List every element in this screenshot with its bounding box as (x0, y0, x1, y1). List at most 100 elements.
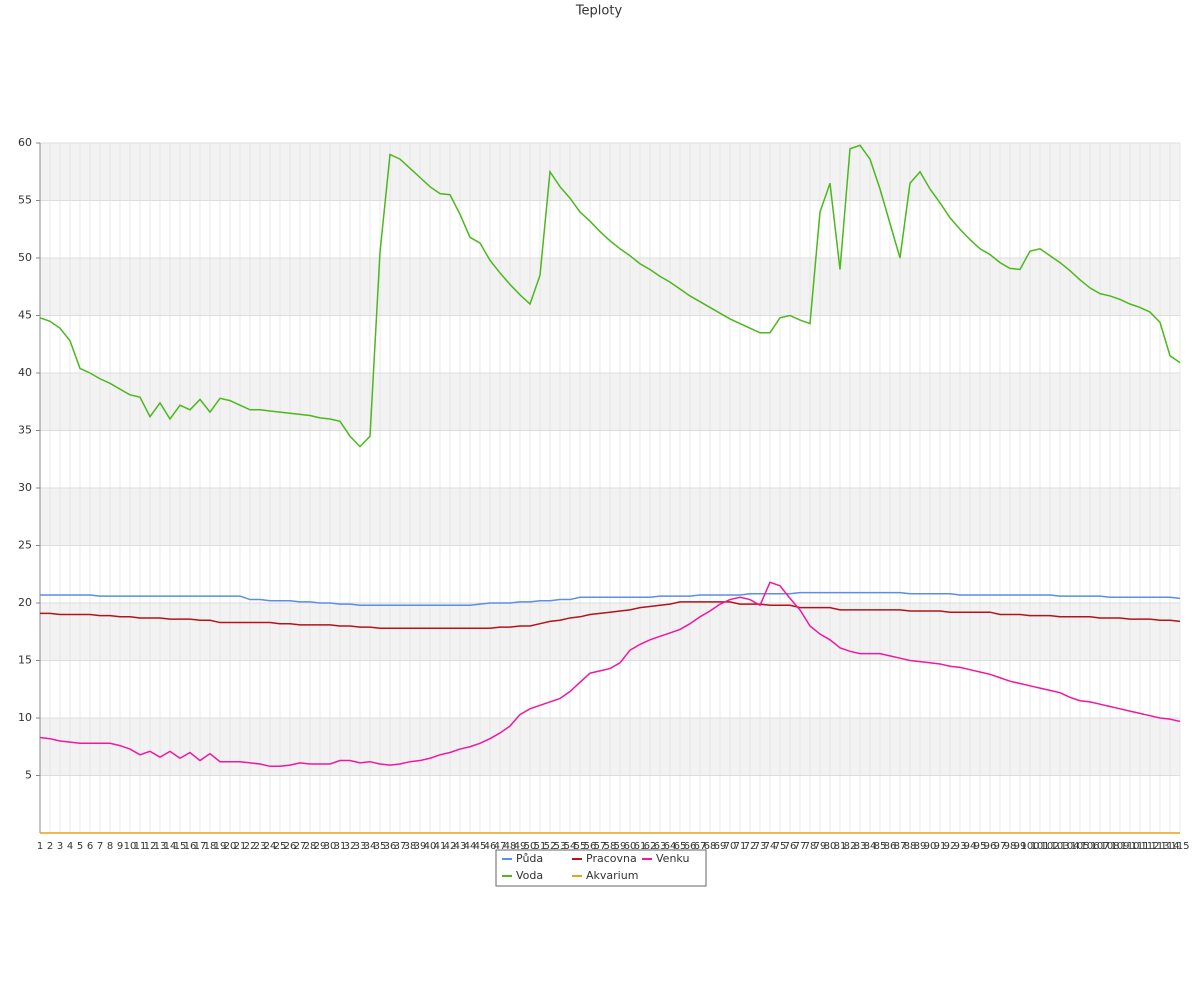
x-tick-label: 109 (1110, 841, 1129, 852)
x-tick-label: 26 (284, 841, 297, 852)
x-tick-label: 95 (974, 841, 987, 852)
y-tick-label: 45 (18, 309, 32, 322)
x-tick-label: 76 (784, 841, 797, 852)
x-tick-label: 39 (414, 841, 427, 852)
x-tick-label: 90 (924, 841, 937, 852)
x-tick-label: 72 (744, 841, 757, 852)
x-tick-label: 112 (1140, 841, 1159, 852)
x-tick-label: 1 (37, 841, 43, 852)
x-tick-label: 7 (97, 841, 103, 852)
x-tick-label: 64 (664, 841, 677, 852)
x-tick-label: 56 (584, 841, 597, 852)
x-tick-label: 78 (804, 841, 817, 852)
x-tick-label: 86 (884, 841, 897, 852)
x-tick-label: 98 (1004, 841, 1017, 852)
x-tick-label: 2 (47, 841, 53, 852)
series-line (39, 581, 1181, 768)
x-tick-label: 110 (1120, 841, 1139, 852)
x-tick-label: 20 (224, 841, 237, 852)
y-tick-label: 60 (18, 136, 32, 149)
x-tick-label: 101 (1030, 841, 1049, 852)
x-tick-label: 44 (464, 841, 477, 852)
series-line (40, 601, 1181, 630)
x-tick-label: 75 (774, 841, 787, 852)
x-tick-label: 102 (1040, 841, 1059, 852)
x-tick-label: 61 (634, 841, 647, 852)
x-tick-label: 4 (67, 841, 73, 852)
x-tick-label: 88 (904, 841, 917, 852)
x-tick-label: 42 (444, 841, 457, 852)
x-tick-label: 31 (334, 841, 347, 852)
x-tick-label: 58 (604, 841, 617, 852)
y-tick-label: 50 (18, 251, 32, 264)
y-tick-label: 10 (18, 711, 32, 724)
x-tick-label: 29 (314, 841, 327, 852)
x-tick-label: 89 (914, 841, 927, 852)
x-tick-label: 37 (394, 841, 407, 852)
x-tick-label: 32 (344, 841, 357, 852)
x-tick-label: 105 (1070, 841, 1089, 852)
x-tick-label: 28 (304, 841, 317, 852)
x-tick-label: 3 (57, 841, 63, 852)
x-tick-label: 33 (354, 841, 367, 852)
x-tick-label: 73 (754, 841, 767, 852)
x-tick-label: 10 (124, 841, 137, 852)
legend-label: Půda (516, 852, 543, 865)
x-tick-label: 6 (87, 841, 93, 852)
x-tick-label: 36 (384, 841, 397, 852)
x-tick-label: 9 (117, 841, 123, 852)
series-line (39, 144, 1181, 448)
x-tick-label: 81 (834, 841, 847, 852)
x-tick-label: 16 (184, 841, 197, 852)
x-tick-label: 34 (364, 841, 377, 852)
x-tick-label: 55 (574, 841, 587, 852)
x-tick-label: 79 (814, 841, 827, 852)
x-tick-label: 96 (984, 841, 997, 852)
x-tick-label: 65 (674, 841, 687, 852)
x-tick-label: 66 (684, 841, 697, 852)
x-tick-label: 14 (164, 841, 177, 852)
x-tick-label: 92 (944, 841, 957, 852)
legend-label: Akvarium (586, 869, 638, 882)
x-tick-label: 87 (894, 841, 907, 852)
x-tick-label: 46 (484, 841, 497, 852)
x-tick-label: 45 (474, 841, 487, 852)
x-tick-label: 93 (954, 841, 967, 852)
x-tick-label: 103 (1050, 841, 1069, 852)
x-tick-label: 59 (614, 841, 627, 852)
x-tick-label: 27 (294, 841, 307, 852)
x-tick-label: 84 (864, 841, 877, 852)
x-tick-label: 30 (324, 841, 337, 852)
legend-label: Pracovna (586, 852, 637, 865)
x-tick-label: 50 (524, 841, 537, 852)
x-tick-label: 11 (134, 841, 147, 852)
x-tick-label: 63 (654, 841, 667, 852)
x-tick-label: 104 (1060, 841, 1079, 852)
x-tick-label: 91 (934, 841, 947, 852)
x-tick-label: 12 (144, 841, 157, 852)
x-tick-label: 21 (234, 841, 247, 852)
x-tick-label: 99 (1014, 841, 1027, 852)
x-tick-label: 80 (824, 841, 837, 852)
x-tick-label: 115 (1170, 841, 1189, 852)
y-tick-label: 55 (18, 194, 32, 207)
x-tick-label: 94 (964, 841, 977, 852)
legend-box (495, 849, 707, 887)
x-tick-label: 100 (1020, 841, 1039, 852)
y-tick-label: 15 (18, 654, 32, 667)
x-tick-label: 18 (204, 841, 217, 852)
x-tick-label: 111 (1130, 841, 1149, 852)
x-tick-label: 48 (504, 841, 517, 852)
x-tick-label: 38 (404, 841, 417, 852)
x-tick-label: 62 (644, 841, 657, 852)
x-tick-label: 43 (454, 841, 467, 852)
x-tick-label: 41 (434, 841, 447, 852)
x-tick-label: 53 (554, 841, 567, 852)
y-tick-label: 20 (18, 596, 32, 609)
x-tick-label: 83 (854, 841, 867, 852)
x-tick-label: 24 (264, 841, 277, 852)
x-tick-label: 19 (214, 841, 227, 852)
x-tick-label: 70 (724, 841, 737, 852)
x-tick-label: 22 (244, 841, 257, 852)
x-tick-label: 113 (1150, 841, 1169, 852)
